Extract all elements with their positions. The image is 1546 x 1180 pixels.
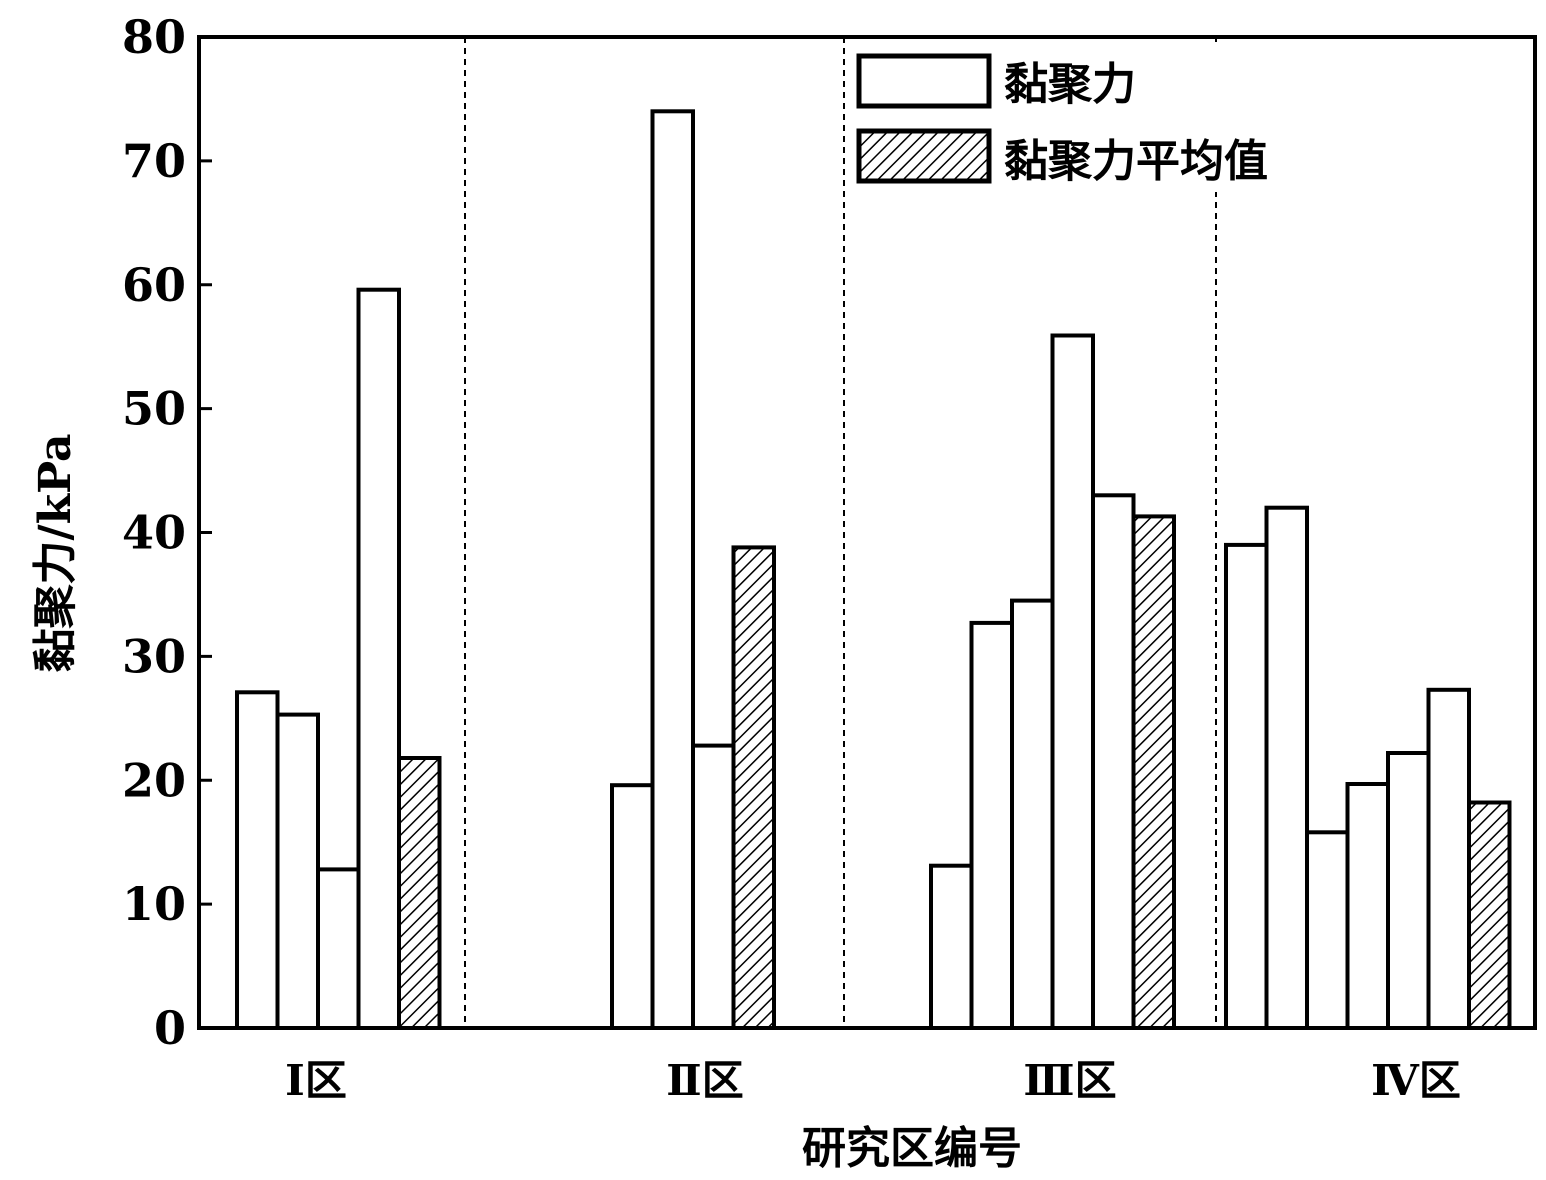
legend: 黏聚力 黏聚力平均值 bbox=[848, 42, 1368, 192]
bar-group-4-2 bbox=[1264, 505, 1309, 1030]
y-tick-label: 70 bbox=[122, 134, 186, 188]
bar-mean-group-2 bbox=[731, 545, 776, 1031]
bar-group-3-5 bbox=[1091, 493, 1136, 1030]
bar-group-4-5 bbox=[1386, 751, 1431, 1030]
y-axis-title: 黏聚力/kPa bbox=[30, 434, 81, 673]
bar-mean-group-4 bbox=[1467, 800, 1512, 1030]
y-tick-label: 10 bbox=[122, 877, 186, 931]
bar-group-1-3 bbox=[316, 867, 361, 1031]
bar-mean-group-1 bbox=[397, 756, 442, 1030]
bar-group-4-1 bbox=[1224, 542, 1269, 1031]
bar-group-1-1 bbox=[235, 690, 280, 1030]
bar-mean-group-3 bbox=[1131, 514, 1176, 1031]
bar-group-3-2 bbox=[969, 620, 1014, 1031]
bar-group-2-1 bbox=[610, 783, 655, 1031]
bar-group-3-3 bbox=[1010, 598, 1055, 1030]
y-tick-label: 0 bbox=[154, 1001, 186, 1055]
region-separators bbox=[464, 37, 1217, 1028]
category-label-2: Ⅱ区 bbox=[666, 1056, 743, 1105]
legend-label-cohesion-mean: 黏聚力平均值 bbox=[1004, 136, 1268, 187]
bars-layer bbox=[235, 109, 1512, 1031]
bar-group-4-6 bbox=[1426, 687, 1471, 1030]
x-axis-title: 研究区编号 bbox=[802, 1123, 1022, 1174]
legend-label-cohesion: 黏聚力 bbox=[1004, 59, 1136, 110]
legend-swatch-cohesion bbox=[856, 53, 992, 109]
category-label-4: Ⅳ区 bbox=[1371, 1056, 1461, 1105]
y-tick-label: 80 bbox=[122, 10, 186, 64]
bar-group-2-3 bbox=[691, 743, 736, 1030]
legend-swatch-cohesion-mean bbox=[856, 128, 992, 184]
bar-group-1-2 bbox=[275, 712, 320, 1030]
bar-group-4-3 bbox=[1305, 830, 1350, 1030]
bar-group-3-1 bbox=[929, 863, 974, 1031]
bar-group-4-4 bbox=[1345, 782, 1390, 1030]
y-tick-label: 60 bbox=[122, 258, 186, 312]
x-axis-category-labels: Ⅰ区 Ⅱ区 Ⅲ区 Ⅳ区 bbox=[285, 1056, 1461, 1105]
category-label-1: Ⅰ区 bbox=[285, 1056, 347, 1105]
bar-group-2-2 bbox=[650, 109, 695, 1031]
y-tick-label: 40 bbox=[122, 506, 186, 560]
category-label-3: Ⅲ区 bbox=[1023, 1056, 1116, 1105]
bar-group-1-4 bbox=[356, 287, 401, 1030]
y-tick-label: 50 bbox=[122, 382, 186, 436]
y-tick-label: 20 bbox=[122, 753, 186, 807]
bar-group-3-4 bbox=[1050, 333, 1095, 1030]
y-tick-label: 30 bbox=[122, 629, 186, 683]
y-axis-ticks: 0 10 20 30 40 50 60 70 80 bbox=[122, 10, 212, 1055]
plot-frame bbox=[197, 35, 1537, 1030]
